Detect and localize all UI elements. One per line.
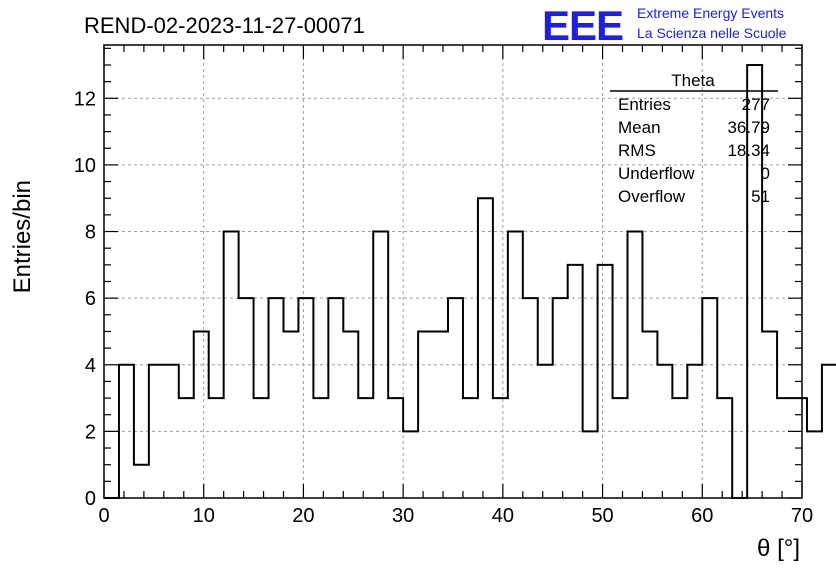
histogram-bin [283, 331, 298, 498]
stats-box-name: Theta [671, 71, 715, 90]
histogram-bin [254, 398, 269, 498]
eee-logo: EEE Extreme Energy Events La Scienza nel… [542, 2, 787, 49]
histogram-bin [642, 331, 657, 498]
stats-box: Theta Entries 277 Mean 36.79 RMS 18.34 Underfl… [610, 71, 778, 206]
histogram-bin [702, 298, 717, 498]
histogram-bin [538, 365, 553, 498]
histogram-bin [328, 298, 343, 498]
x-tick-label: 20 [292, 505, 314, 527]
chart-title: REND-02-2023-11-27-00071 [84, 13, 365, 38]
histogram-bin [657, 365, 672, 498]
histogram-bin [448, 298, 463, 498]
axis-ticks [103, 45, 803, 499]
logo-line-1: Extreme Energy Events [637, 5, 784, 21]
stats-row-label: Underflow [618, 164, 695, 183]
stats-row-label: Mean [618, 118, 661, 137]
histogram-bin [568, 265, 583, 498]
histogram-bin [687, 365, 702, 498]
histogram-bin [164, 365, 179, 498]
y-tick-label: 6 [85, 288, 96, 310]
histogram-bin [717, 398, 732, 498]
histogram-bin [433, 331, 448, 498]
histogram-bin [822, 365, 836, 498]
stats-row-label: Overflow [618, 187, 686, 206]
tick-labels: 0 10 20 30 40 50 60 70 0 2 4 6 8 10 12 [74, 88, 813, 527]
x-tick-label: 30 [392, 505, 414, 527]
histogram-bin [553, 298, 568, 498]
logo-line-2: La Scienza nelle Scuole [637, 25, 787, 41]
x-tick-label: 0 [98, 505, 109, 527]
histogram-bin [463, 398, 478, 498]
histogram-bin [508, 232, 523, 498]
histogram-bin [747, 65, 762, 498]
histogram-bin [224, 232, 239, 498]
histogram-bin [762, 331, 777, 498]
stats-row-value: 36.79 [727, 118, 770, 137]
histogram-bin [134, 465, 149, 498]
stats-row-value: 18.34 [727, 141, 770, 160]
stats-row-label: Entries [618, 95, 671, 114]
histogram-bin [239, 298, 254, 498]
histogram-bin [373, 232, 388, 498]
y-tick-label: 2 [85, 421, 96, 443]
histogram-bin [418, 331, 433, 498]
histogram-bin [119, 365, 134, 498]
stats-row-value: 0 [761, 164, 770, 183]
stats-row-label: RMS [618, 141, 656, 160]
stats-row-value: 51 [751, 187, 770, 206]
histogram-bin [523, 298, 538, 498]
x-tick-label: 10 [193, 505, 215, 527]
plot-frame [103, 44, 803, 499]
histogram-bin [269, 298, 284, 498]
histogram-bin [388, 398, 403, 498]
histogram-bin [613, 398, 628, 498]
histogram-bin [343, 331, 358, 498]
histogram-bin [149, 365, 164, 498]
stats-row-value: 277 [742, 95, 770, 114]
histogram-bin [598, 265, 613, 498]
y-tick-label: 8 [85, 222, 96, 244]
histogram-bin [792, 398, 807, 498]
y-tick-label: 0 [85, 488, 96, 510]
x-tick-label: 70 [791, 505, 813, 527]
stats-rows: Entries 277 Mean 36.79 RMS 18.34 Underflow 0 Ove… [618, 95, 770, 206]
histogram-bin [777, 398, 792, 498]
histogram-series-line [104, 63, 836, 499]
histogram-bin [493, 398, 508, 498]
y-tick-label: 10 [74, 155, 96, 177]
histogram-bin [403, 431, 418, 498]
histogram-bin [672, 398, 687, 498]
histogram-bin [807, 431, 822, 498]
histogram-bin [628, 232, 643, 498]
histogram-bin [583, 431, 598, 498]
logo-letters: EEE [542, 2, 623, 49]
x-tick-label: 60 [691, 505, 713, 527]
histogram-bin [298, 298, 313, 498]
histogram-bin [313, 398, 328, 498]
y-tick-label: 12 [74, 88, 96, 110]
histogram-bin [209, 398, 224, 498]
histogram-bin [478, 198, 493, 498]
x-tick-label: 50 [591, 505, 613, 527]
histogram-bin [179, 398, 194, 498]
x-axis-label: θ [°] [757, 535, 800, 562]
histogram-bin [194, 331, 209, 498]
y-axis-label: Entries/bin [9, 180, 36, 293]
x-tick-label: 40 [492, 505, 514, 527]
y-tick-label: 4 [85, 355, 96, 377]
histogram-bin [358, 398, 373, 498]
